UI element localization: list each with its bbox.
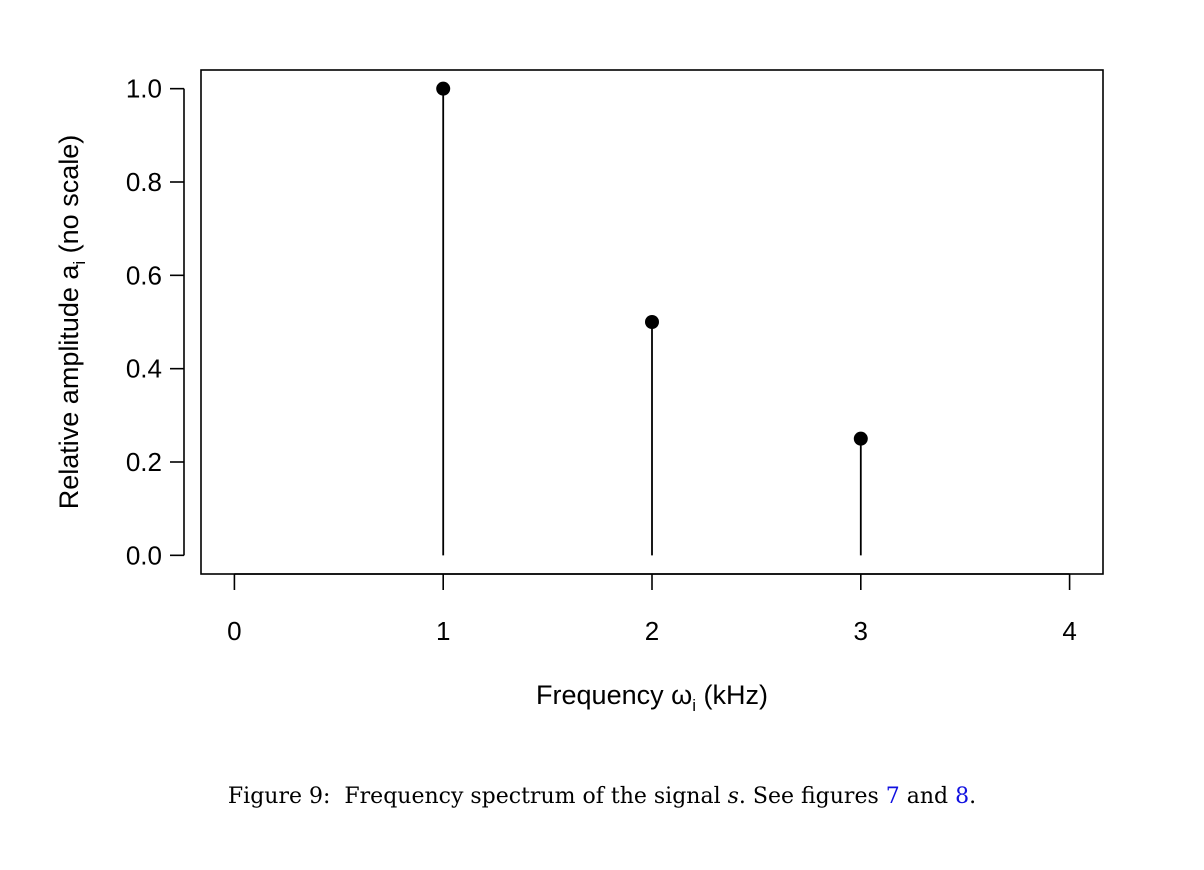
x-tick-label: 4 — [1062, 616, 1076, 646]
y-tick-label: 0.4 — [126, 354, 162, 384]
stem-marker — [436, 81, 451, 96]
caption-label: Figure 9: — [227, 784, 331, 809]
x-axis-label: Frequency ωi (kHz) — [536, 680, 768, 715]
stem-series — [436, 81, 868, 556]
y-axis-label: Relative amplitude ai (no scale) — [54, 135, 89, 509]
x-tick-label: 1 — [436, 616, 450, 646]
stem-marker — [645, 315, 659, 329]
y-tick-label: 0.2 — [126, 447, 162, 477]
caption-ref-figure-8[interactable]: 8 — [955, 784, 970, 809]
x-tick-label: 2 — [645, 616, 659, 646]
x-tick-label: 3 — [854, 616, 868, 646]
caption-text: Frequency spectrum of the signal — [344, 784, 728, 809]
x-axis: 0 1 2 3 4 — [227, 573, 1077, 646]
caption-signal: s — [727, 784, 739, 809]
y-tick-label: 0.0 — [126, 540, 162, 570]
caption-text-mid: . See figures — [738, 784, 886, 809]
caption-text-and: and — [899, 784, 956, 809]
caption-text-end: . — [969, 784, 977, 809]
y-axis: 0.0 0.2 0.4 0.6 0.8 1.0 — [126, 74, 185, 570]
y-tick-label: 1.0 — [126, 74, 162, 104]
x-tick-label: 0 — [227, 616, 241, 646]
figure-caption: Figure 9: Frequency spectrum of the signa… — [0, 784, 1204, 809]
caption-ref-figure-7[interactable]: 7 — [885, 784, 900, 809]
y-tick-label: 0.6 — [126, 260, 162, 290]
frequency-spectrum-chart: 0.0 0.2 0.4 0.6 0.8 1.0 0 1 2 3 4 Frequency ωi (k… — [54, 69, 1104, 715]
y-tick-label: 0.8 — [126, 167, 162, 197]
stem-marker — [853, 431, 868, 446]
